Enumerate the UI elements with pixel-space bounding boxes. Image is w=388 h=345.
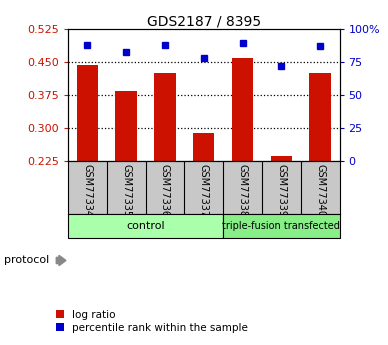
Bar [76, 65, 98, 161]
Text: GSM77340: GSM77340 [315, 164, 325, 217]
Bar [68, 214, 223, 238]
Text: GSM77336: GSM77336 [160, 164, 170, 217]
Text: GSM77335: GSM77335 [121, 164, 131, 217]
Bar [154, 73, 176, 161]
Bar [271, 156, 292, 161]
Bar [232, 58, 253, 161]
Text: GSM77337: GSM77337 [199, 164, 209, 217]
Text: protocol: protocol [4, 256, 49, 265]
Bar [310, 73, 331, 161]
Bar [116, 91, 137, 161]
Bar [193, 133, 215, 161]
Text: control: control [126, 221, 165, 231]
Bar [223, 214, 340, 238]
Text: triple-fusion transfected: triple-fusion transfected [222, 221, 340, 231]
Text: GSM77339: GSM77339 [276, 164, 286, 217]
Text: GSM77334: GSM77334 [82, 164, 92, 217]
Title: GDS2187 / 8395: GDS2187 / 8395 [147, 14, 261, 28]
Legend: log ratio, percentile rank within the sample: log ratio, percentile rank within the sa… [55, 310, 248, 333]
Text: GSM77338: GSM77338 [237, 164, 248, 217]
